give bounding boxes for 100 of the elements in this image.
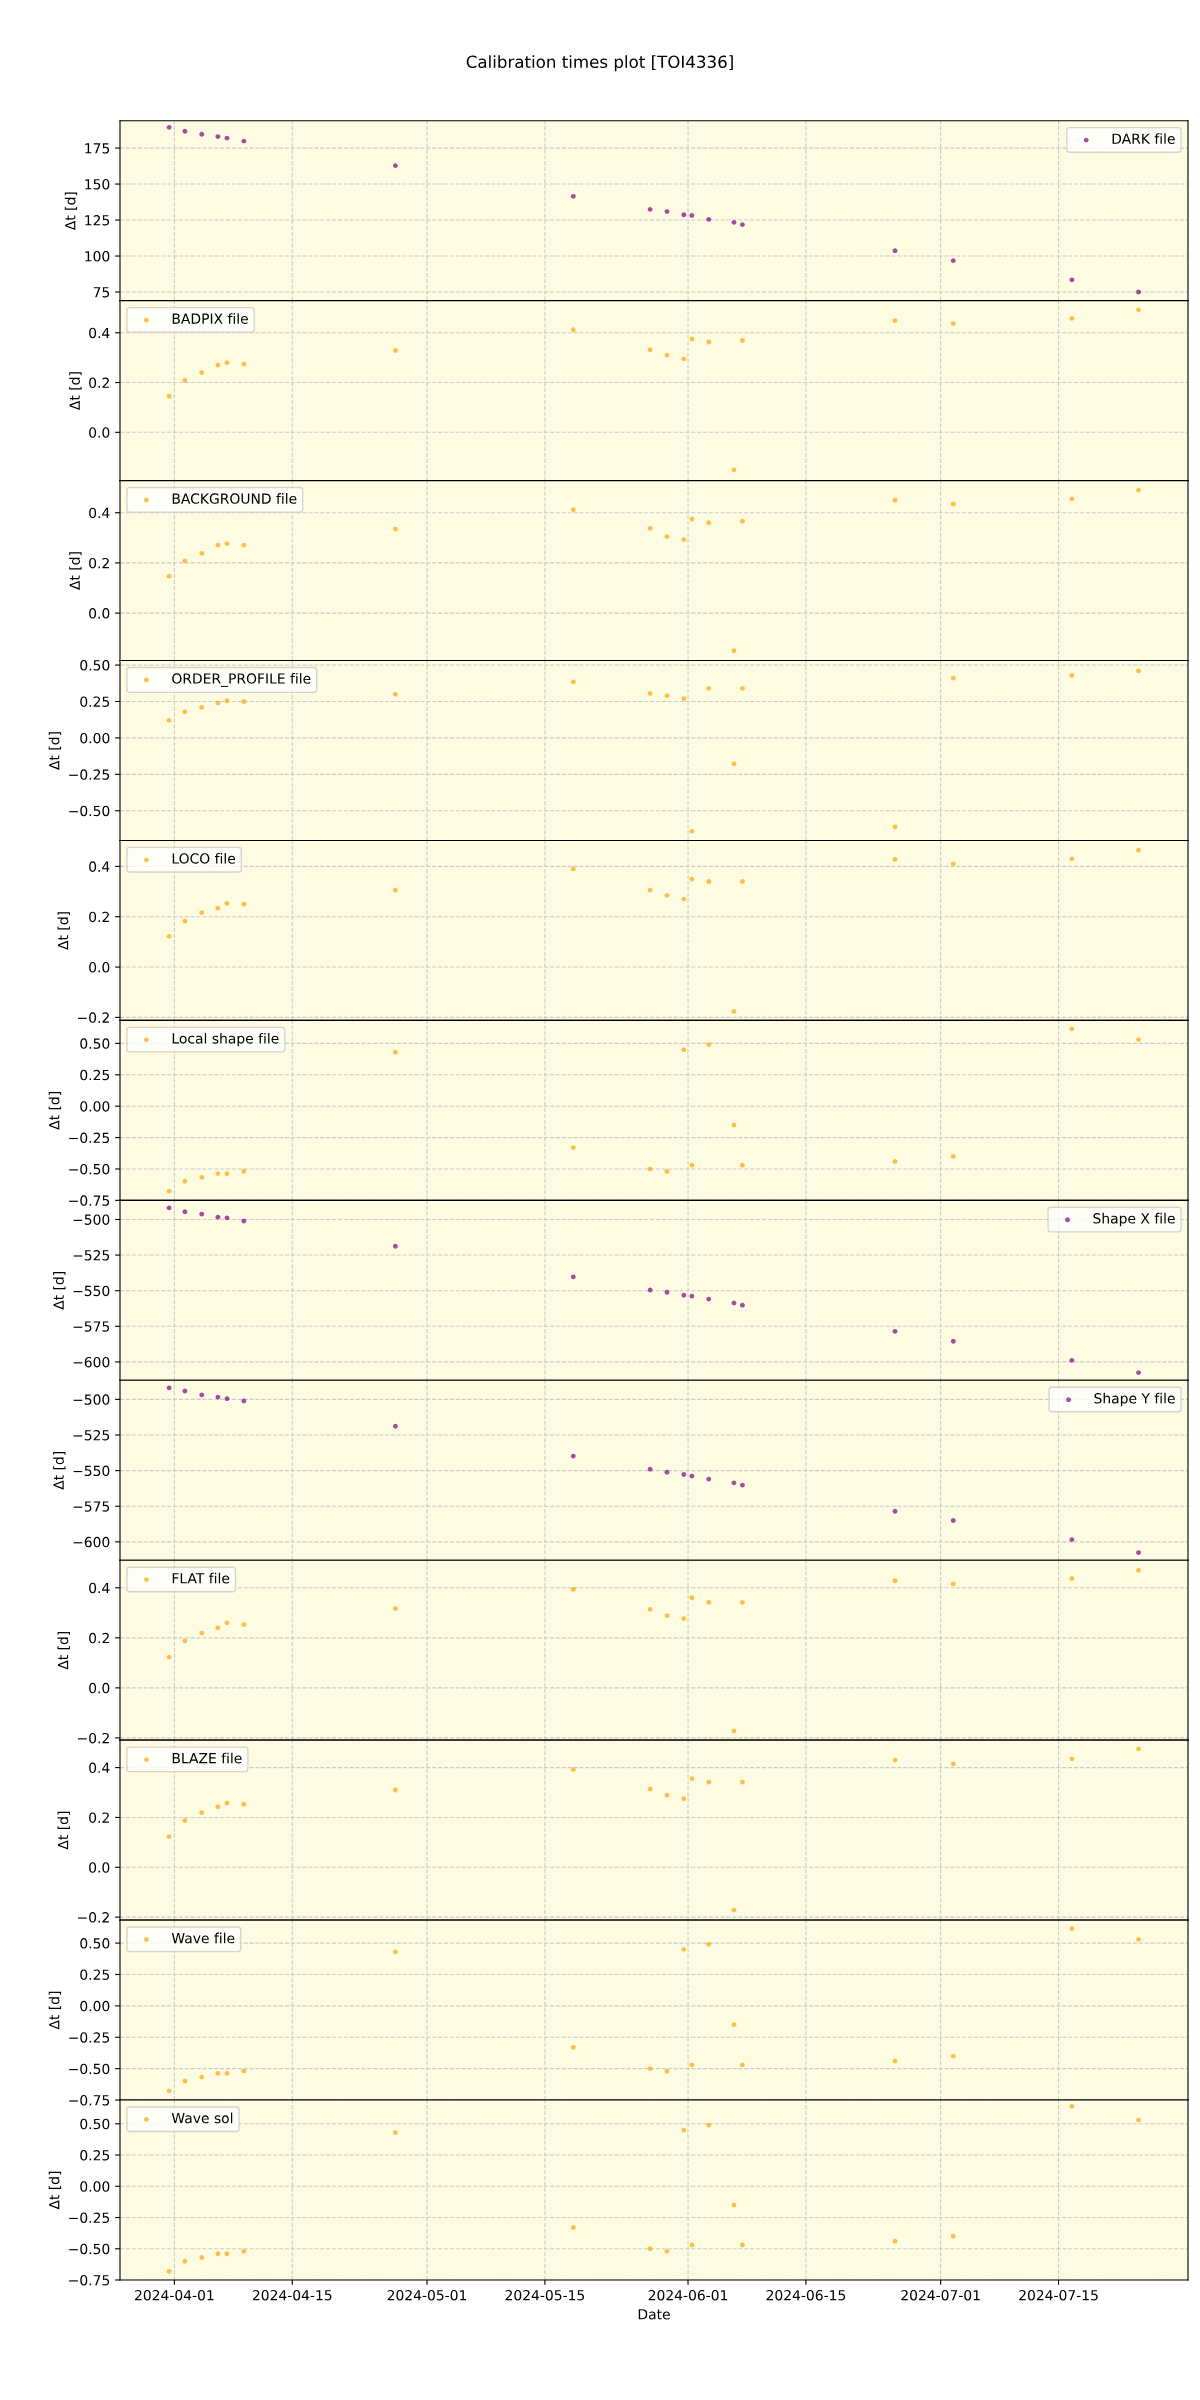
point — [731, 2022, 737, 2028]
point — [681, 696, 687, 701]
y-tick-label: 0.25 — [80, 1969, 110, 1980]
point — [681, 356, 687, 362]
x-tick-label: 2024-07-01 — [901, 2289, 980, 2301]
y-axis-title: Δt [d] — [57, 1631, 70, 1670]
point — [664, 892, 670, 898]
point — [706, 1042, 712, 1048]
point — [166, 393, 172, 399]
point — [706, 520, 712, 526]
point — [681, 537, 687, 542]
point — [182, 1178, 188, 1184]
point — [740, 2062, 745, 2068]
point — [182, 709, 188, 715]
y-tick-label: 0.00 — [80, 2000, 110, 2012]
x-tick-label: 2024-05-15 — [505, 2289, 585, 2301]
point — [241, 1168, 247, 1174]
point — [740, 518, 745, 524]
point — [950, 1518, 956, 1523]
point — [570, 327, 576, 333]
point — [664, 1792, 670, 1798]
y-tick-label: −0.75 — [69, 2095, 110, 2106]
y-axis-title: Δt [d] — [48, 2171, 62, 2210]
point — [706, 879, 712, 884]
point — [393, 163, 398, 169]
point — [950, 861, 956, 867]
point — [647, 1466, 653, 1472]
point — [706, 1941, 712, 1947]
point — [950, 321, 956, 326]
point — [1136, 1567, 1141, 1573]
point — [166, 1834, 172, 1840]
point — [199, 131, 205, 137]
point — [731, 761, 737, 767]
point — [199, 1630, 205, 1636]
point — [215, 134, 221, 139]
point — [1069, 315, 1075, 321]
y-tick-label: 0.4 — [89, 1582, 110, 1594]
point — [950, 675, 956, 681]
y-tick-label: −600 — [73, 1536, 110, 1548]
y-tick-label: −0.50 — [69, 2063, 110, 2075]
point — [664, 1289, 670, 1295]
point — [182, 1638, 188, 1644]
y-tick-label: 125 — [85, 215, 110, 226]
y-tick-label: −0.2 — [78, 1732, 109, 1744]
point — [1136, 1370, 1141, 1376]
point — [199, 1392, 205, 1398]
point — [224, 2251, 230, 2257]
point — [393, 691, 398, 697]
point — [1136, 1550, 1141, 1555]
point — [740, 338, 745, 343]
point — [740, 1162, 745, 1168]
point — [892, 248, 898, 254]
point — [950, 1581, 956, 1587]
point — [182, 128, 188, 134]
point — [950, 1761, 956, 1767]
y-tick-label: −0.25 — [69, 1132, 110, 1144]
point — [166, 573, 172, 579]
point — [570, 1453, 576, 1459]
point — [1136, 1936, 1141, 1942]
legend-label: Wave file — [171, 1932, 235, 1944]
legend-label: Wave sol — [171, 2112, 233, 2124]
point — [731, 219, 737, 225]
y-tick-label: −500 — [73, 1214, 110, 1225]
point — [681, 2127, 687, 2133]
y-axis-title: Δt [d] — [48, 1092, 62, 1130]
x-tick-label: 2024-05-01 — [387, 2289, 467, 2301]
point — [570, 1767, 576, 1772]
legend-label: BLAZE file — [172, 1752, 242, 1764]
y-tick-label: 75 — [93, 287, 110, 298]
point — [166, 933, 172, 939]
y-tick-label: −0.2 — [78, 1012, 109, 1023]
y-tick-label: −0.2 — [78, 1912, 109, 1923]
point — [166, 1188, 172, 1194]
point — [950, 2053, 956, 2059]
y-axis-title: Δt [d] — [57, 1811, 70, 1850]
y-tick-label: 0.4 — [89, 1762, 110, 1774]
point — [1136, 668, 1141, 674]
x-tick-label: 2024-07-15 — [1019, 2289, 1098, 2301]
point — [892, 2238, 898, 2244]
point — [647, 2246, 653, 2252]
point — [647, 2066, 653, 2072]
y-axis-title: Δt [d] — [69, 552, 82, 590]
y-tick-label: −0.50 — [69, 2243, 110, 2255]
point — [166, 2268, 172, 2274]
point — [706, 685, 712, 691]
y-tick-label: 0.2 — [89, 377, 109, 389]
y-axis-title: Δt [d] — [48, 732, 62, 770]
x-axis-title: Date — [638, 2309, 670, 2320]
point — [689, 1162, 695, 1168]
point — [689, 1776, 695, 1781]
point — [681, 212, 687, 218]
legend-label: DARK file — [1112, 133, 1175, 144]
y-tick-label: −0.75 — [69, 1195, 110, 1206]
legend-label: BACKGROUND file — [172, 493, 297, 504]
point — [182, 1209, 188, 1215]
y-tick-label: 0.0 — [89, 1682, 110, 1694]
point — [647, 525, 653, 531]
point — [1069, 1537, 1075, 1542]
y-tick-label: −525 — [73, 1429, 110, 1441]
point — [182, 377, 188, 383]
